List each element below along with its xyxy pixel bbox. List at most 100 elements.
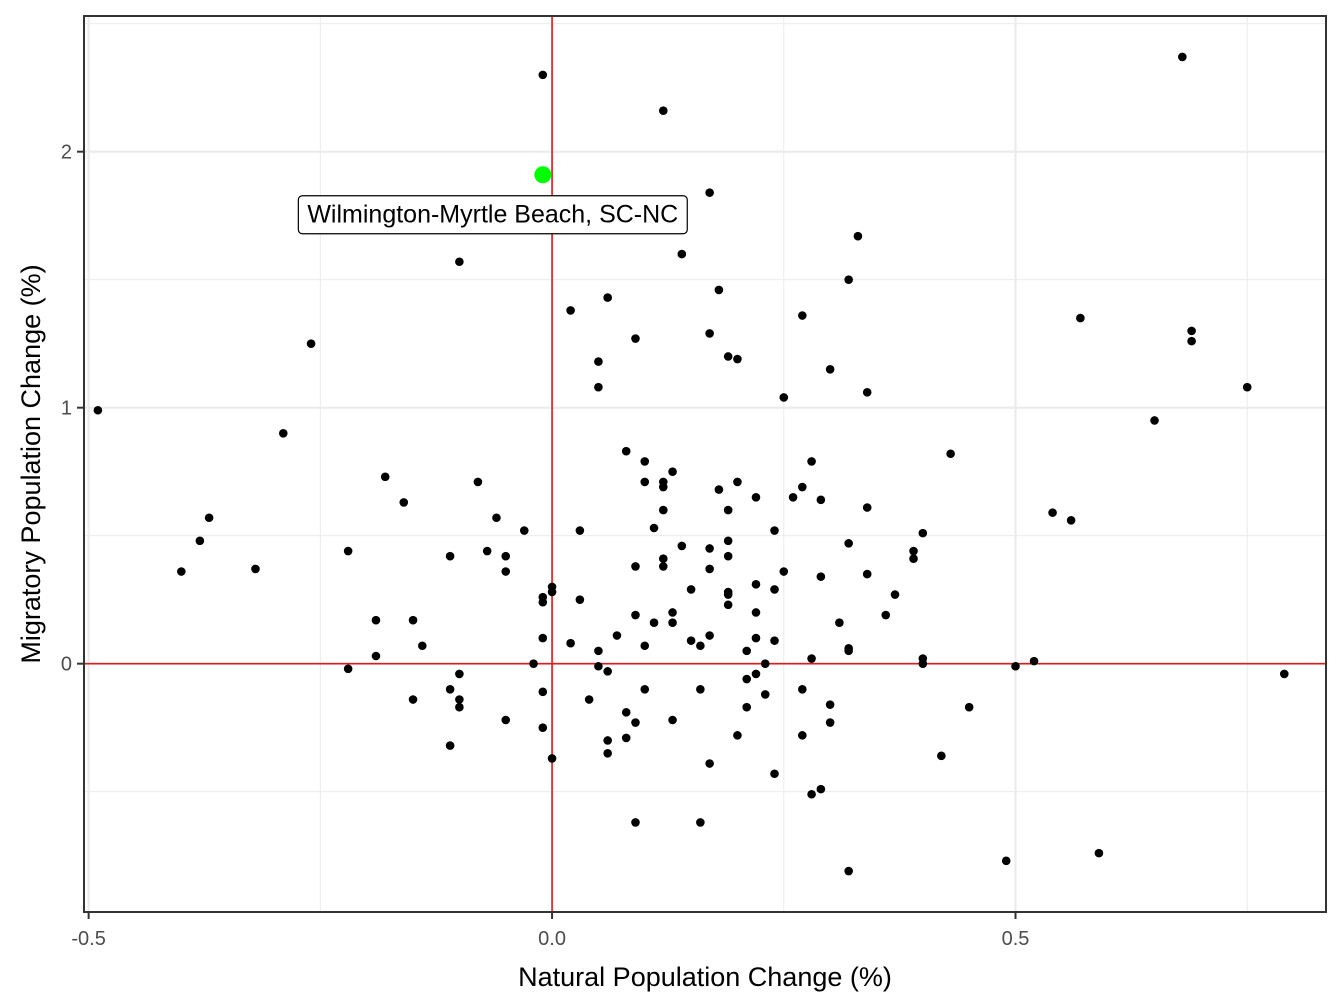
data-point bbox=[380, 472, 390, 482]
data-point bbox=[278, 428, 288, 438]
data-point bbox=[668, 618, 677, 628]
data-point bbox=[658, 554, 668, 564]
data-point bbox=[547, 754, 557, 763]
x-tick-label: -0.5 bbox=[71, 928, 105, 950]
data-point bbox=[816, 572, 826, 581]
data-point bbox=[946, 449, 955, 459]
data-point bbox=[445, 551, 455, 561]
data-point bbox=[251, 564, 260, 574]
data-point bbox=[705, 631, 714, 640]
data-point bbox=[621, 446, 631, 456]
data-point bbox=[742, 674, 752, 684]
data-point bbox=[658, 482, 668, 492]
data-point bbox=[195, 536, 205, 546]
data-point bbox=[658, 562, 668, 571]
data-point bbox=[501, 551, 511, 561]
data-point bbox=[937, 751, 946, 761]
data-point bbox=[1187, 326, 1196, 336]
data-point bbox=[770, 585, 779, 594]
data-point bbox=[668, 608, 677, 617]
data-point bbox=[723, 590, 733, 599]
highlight-point bbox=[534, 166, 552, 184]
data-point bbox=[566, 638, 575, 648]
data-point bbox=[909, 546, 918, 556]
x-tick-label: 0.5 bbox=[1002, 928, 1030, 950]
data-point bbox=[816, 495, 826, 505]
data-point bbox=[862, 503, 872, 512]
data-point bbox=[751, 608, 761, 617]
y-axis-title: Migratory Population Change (%) bbox=[16, 264, 46, 663]
data-point bbox=[844, 866, 853, 876]
data-point bbox=[1048, 508, 1057, 517]
data-point bbox=[371, 651, 381, 661]
data-point bbox=[788, 492, 798, 502]
data-point bbox=[742, 702, 752, 712]
data-point bbox=[538, 597, 548, 607]
data-point bbox=[705, 564, 714, 574]
data-point bbox=[668, 715, 677, 725]
data-point bbox=[575, 595, 585, 604]
data-point bbox=[631, 718, 640, 727]
data-point bbox=[612, 631, 622, 640]
data-point bbox=[455, 257, 464, 267]
data-point bbox=[696, 818, 705, 827]
grid-lines bbox=[84, 16, 1326, 912]
data-point bbox=[1076, 313, 1085, 323]
data-point bbox=[640, 641, 650, 651]
data-point bbox=[649, 523, 659, 533]
data-point bbox=[482, 546, 492, 556]
data-point bbox=[631, 818, 640, 827]
data-point bbox=[631, 334, 640, 343]
data-point bbox=[492, 513, 501, 523]
data-point bbox=[538, 723, 548, 732]
data-point bbox=[177, 567, 186, 576]
y-tick-label: 0 bbox=[61, 654, 72, 676]
data-point bbox=[825, 364, 835, 374]
data-point bbox=[575, 526, 585, 535]
data-point bbox=[584, 695, 594, 704]
data-point bbox=[779, 567, 789, 576]
data-point bbox=[751, 633, 761, 643]
data-point bbox=[816, 784, 826, 794]
data-point bbox=[538, 633, 548, 643]
data-point bbox=[445, 741, 455, 750]
data-point bbox=[918, 659, 928, 668]
data-point bbox=[306, 339, 316, 348]
data-point bbox=[723, 352, 733, 361]
data-point bbox=[631, 562, 640, 571]
data-point bbox=[1094, 848, 1104, 858]
data-point bbox=[1150, 416, 1159, 425]
data-point bbox=[1187, 336, 1196, 346]
data-point bbox=[677, 541, 687, 551]
data-point bbox=[621, 708, 631, 717]
data-point bbox=[798, 311, 807, 320]
data-point bbox=[825, 718, 835, 727]
data-point bbox=[807, 654, 816, 663]
y-axis-ticks: 0 1 2 bbox=[61, 142, 84, 676]
data-point bbox=[418, 641, 427, 651]
label-box bbox=[297, 195, 688, 235]
data-point bbox=[705, 188, 714, 197]
data-point bbox=[890, 590, 900, 599]
data-point bbox=[862, 569, 872, 579]
data-point bbox=[455, 695, 464, 704]
data-point bbox=[399, 498, 409, 507]
data-point bbox=[723, 600, 733, 610]
data-point bbox=[770, 636, 779, 645]
data-point bbox=[649, 618, 659, 628]
y-tick-label: 2 bbox=[61, 142, 72, 164]
data-point bbox=[964, 702, 974, 712]
data-point bbox=[603, 748, 612, 758]
x-tick-label: 0.0 bbox=[538, 928, 566, 950]
data-point bbox=[603, 736, 612, 745]
data-point bbox=[519, 526, 529, 535]
data-point bbox=[594, 382, 603, 392]
data-point bbox=[696, 641, 705, 651]
data-point bbox=[1029, 656, 1039, 666]
data-point bbox=[473, 477, 483, 487]
data-point bbox=[93, 405, 103, 415]
data-point bbox=[445, 684, 455, 694]
data-point bbox=[640, 684, 650, 694]
data-point bbox=[844, 275, 853, 284]
data-point bbox=[594, 661, 603, 671]
